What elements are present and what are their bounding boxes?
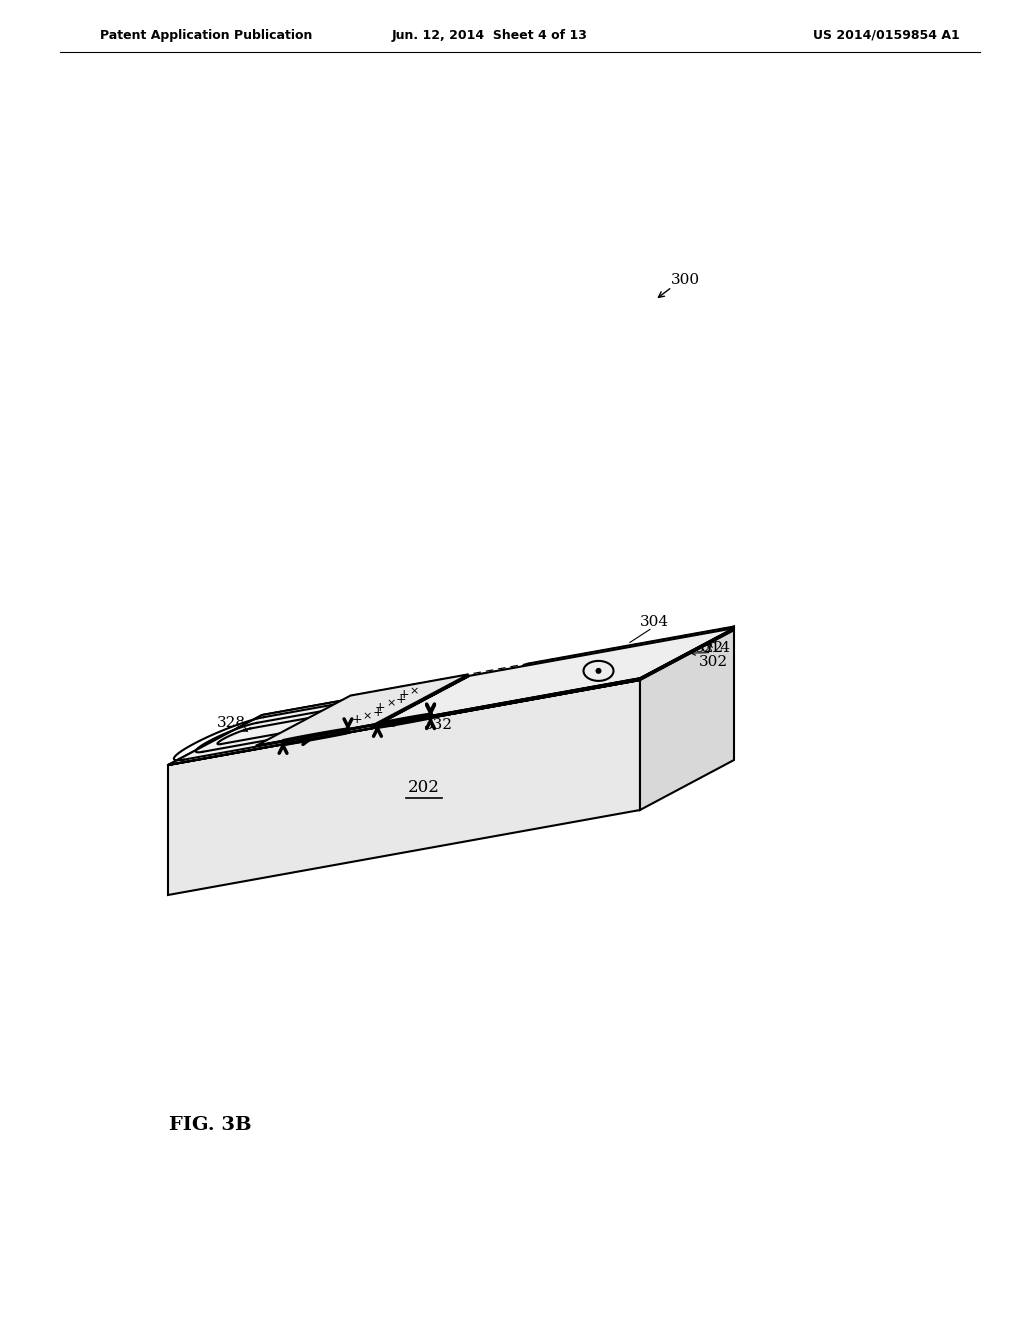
- Text: 300: 300: [671, 273, 699, 286]
- Text: 202: 202: [408, 779, 440, 796]
- Polygon shape: [640, 627, 734, 677]
- Polygon shape: [168, 630, 734, 766]
- Text: 310: 310: [371, 704, 399, 718]
- Text: 304: 304: [640, 615, 670, 630]
- Text: 320: 320: [349, 704, 378, 718]
- Text: +: +: [375, 701, 385, 714]
- Polygon shape: [433, 627, 734, 714]
- Polygon shape: [256, 675, 469, 746]
- Polygon shape: [640, 630, 734, 810]
- Circle shape: [596, 668, 601, 675]
- Polygon shape: [168, 680, 640, 766]
- Polygon shape: [640, 628, 734, 678]
- Polygon shape: [433, 676, 640, 714]
- Text: 328: 328: [217, 715, 246, 730]
- Polygon shape: [168, 630, 734, 766]
- Polygon shape: [375, 676, 469, 726]
- Text: 326: 326: [624, 664, 653, 678]
- Text: 322: 322: [695, 640, 724, 655]
- Text: ×: ×: [410, 686, 419, 696]
- Text: 330: 330: [370, 715, 398, 730]
- Text: ×: ×: [362, 711, 372, 721]
- Text: 302: 302: [698, 655, 728, 669]
- Polygon shape: [375, 628, 734, 726]
- Text: +: +: [351, 713, 362, 726]
- Text: 332: 332: [424, 718, 453, 733]
- Text: FIG. 3B: FIG. 3B: [169, 1115, 251, 1134]
- Text: +: +: [396, 693, 407, 706]
- Text: +: +: [398, 688, 409, 701]
- Text: Jun. 12, 2014  Sheet 4 of 13: Jun. 12, 2014 Sheet 4 of 13: [392, 29, 588, 41]
- Text: 312: 312: [530, 668, 560, 682]
- Text: US 2014/0159854 A1: US 2014/0159854 A1: [813, 29, 961, 41]
- Polygon shape: [256, 725, 375, 746]
- Text: 324: 324: [416, 706, 444, 719]
- Polygon shape: [168, 680, 640, 895]
- Text: +: +: [373, 706, 383, 719]
- Text: 314: 314: [701, 640, 731, 655]
- Text: ×: ×: [386, 698, 395, 709]
- Text: Patent Application Publication: Patent Application Publication: [100, 29, 312, 41]
- Polygon shape: [375, 678, 640, 726]
